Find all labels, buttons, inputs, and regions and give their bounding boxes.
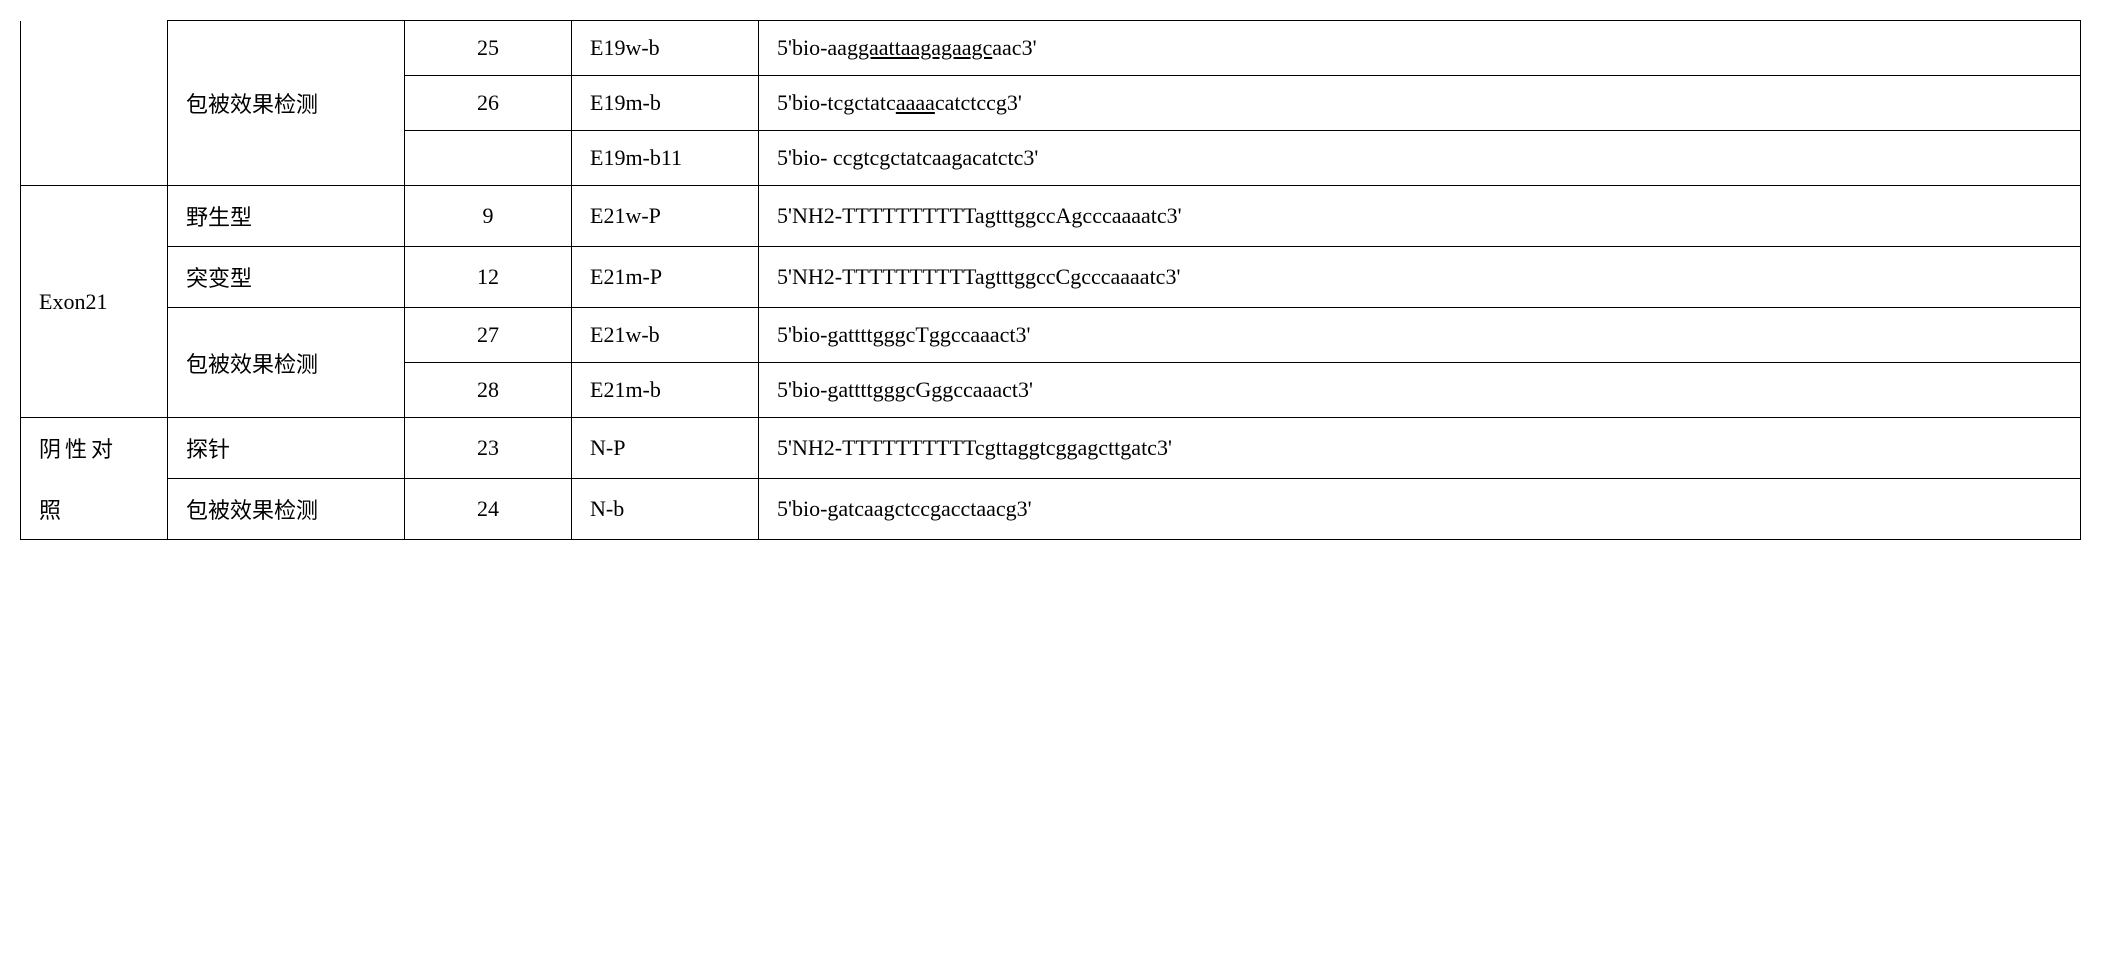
type-cell: 包被效果检测 xyxy=(168,21,405,186)
seq-id-cell xyxy=(405,131,572,186)
cell-text: E21m-b xyxy=(590,377,661,402)
sequence-cell: 5'bio-aaggaattaagagaagcaac3' xyxy=(759,21,2081,76)
seq-ul: aaaa xyxy=(896,90,935,115)
probe-table: 包被效果检测 25 E19w-b 5'bio-aaggaattaagagaagc… xyxy=(20,20,2081,540)
cell-text: 24 xyxy=(477,496,499,521)
cell-text: 28 xyxy=(477,377,499,402)
sequence-cell: 5'bio-tcgctatcaaaacatctccg3' xyxy=(759,76,2081,131)
sequence-cell: 5'NH2-TTTTTTTTTTagtttggccAgcccaaaatc3' xyxy=(759,186,2081,247)
table-row: 包被效果检测 27 E21w-b 5'bio-gattttgggcTggccaa… xyxy=(21,308,2081,363)
probe-name-cell: E19m-b xyxy=(572,76,759,131)
sequence-cell: 5'NH2-TTTTTTTTTTcgttaggtcggagcttgatc3' xyxy=(759,418,2081,479)
cell-text: 包被效果检测 xyxy=(186,352,318,377)
cell-text: E19m-b xyxy=(590,90,661,115)
seq-id-cell: 23 xyxy=(405,418,572,479)
cell-text: Exon21 xyxy=(39,289,107,314)
seq-pre: 5'bio-gatcaagctccgacctaacg3' xyxy=(777,496,1032,521)
cell-text: 25 xyxy=(477,35,499,60)
seq-pre: 5'bio-aa xyxy=(777,35,847,60)
seq-pre: 5'bio-tcgctatc xyxy=(777,90,896,115)
sequence-cell: 5'bio-gattttgggcGggccaaact3' xyxy=(759,363,2081,418)
seq-pre: 5'NH2-TTTTTTTTTTcgttaggtcggagcttgatc3' xyxy=(777,435,1172,460)
seq-post: aac3' xyxy=(992,35,1036,60)
cell-text: 9 xyxy=(483,203,494,228)
seq-pre: 5'NH2-TTTTTTTTTTagtttggccCgcccaaaatc3' xyxy=(777,264,1180,289)
table-row: 突变型 12 E21m-P 5'NH2-TTTTTTTTTTagtttggccC… xyxy=(21,247,2081,308)
seq-pre: 5'bio-gattttgggcGggccaaact3' xyxy=(777,377,1033,402)
cell-text: 23 xyxy=(477,435,499,460)
seq-id-cell: 9 xyxy=(405,186,572,247)
type-cell: 野生型 xyxy=(168,186,405,247)
cell-text: 野生型 xyxy=(186,205,252,230)
seq-id-cell: 28 xyxy=(405,363,572,418)
cell-text: 阴性对 xyxy=(39,437,117,462)
cell-text: E21w-P xyxy=(590,203,661,228)
probe-name-cell: E21w-b xyxy=(572,308,759,363)
cell-text: N-b xyxy=(590,496,624,521)
table-row: 包被效果检测 25 E19w-b 5'bio-aaggaattaagagaagc… xyxy=(21,21,2081,76)
seq-id-cell: 25 xyxy=(405,21,572,76)
group-cell: 阴性对 xyxy=(21,418,168,479)
seq-id-cell: 26 xyxy=(405,76,572,131)
table-row: 阴性对 探针 23 N-P 5'NH2-TTTTTTTTTTcgttaggtcg… xyxy=(21,418,2081,479)
seq-id-cell: 27 xyxy=(405,308,572,363)
probe-name-cell: E21m-P xyxy=(572,247,759,308)
seq-pre: 5'bio-gattttgggcTggccaaact3' xyxy=(777,322,1030,347)
probe-name-cell: E21w-P xyxy=(572,186,759,247)
cell-text: 12 xyxy=(477,264,499,289)
cell-text: 包被效果检测 xyxy=(186,498,318,523)
type-cell: 包被效果检测 xyxy=(168,479,405,540)
cell-text: N-P xyxy=(590,435,625,460)
sequence-cell: 5'bio-gatcaagctccgacctaacg3' xyxy=(759,479,2081,540)
probe-name-cell: N-P xyxy=(572,418,759,479)
seq-pre: 5'bio- ccgtcgctatcaagacatctc3' xyxy=(777,145,1038,170)
cell-text: E19w-b xyxy=(590,35,660,60)
cell-text: E19m-b11 xyxy=(590,145,682,170)
seq-post: catctccg3' xyxy=(935,90,1022,115)
probe-name-cell: N-b xyxy=(572,479,759,540)
probe-name-cell: E19m-b11 xyxy=(572,131,759,186)
type-cell: 探针 xyxy=(168,418,405,479)
cell-text: 突变型 xyxy=(186,266,252,291)
type-cell: 包被效果检测 xyxy=(168,308,405,418)
cell-text: E21m-P xyxy=(590,264,662,289)
table-row: 照 包被效果检测 24 N-b 5'bio-gatcaagctccgacctaa… xyxy=(21,479,2081,540)
group-cell: 照 xyxy=(21,479,168,540)
probe-name-cell: E19w-b xyxy=(572,21,759,76)
group-cell: Exon21 xyxy=(21,186,168,418)
seq-ul: ggaattaagagaagc xyxy=(847,35,992,60)
sequence-cell: 5'bio-gattttgggcTggccaaact3' xyxy=(759,308,2081,363)
sequence-cell: 5'bio- ccgtcgctatcaagacatctc3' xyxy=(759,131,2081,186)
cell-text: 27 xyxy=(477,322,499,347)
sequence-cell: 5'NH2-TTTTTTTTTTagtttggccCgcccaaaatc3' xyxy=(759,247,2081,308)
cell-text: 探针 xyxy=(186,437,230,462)
seq-pre: 5'NH2-TTTTTTTTTTagtttggccAgcccaaaatc3' xyxy=(777,203,1182,228)
cell-text: 包被效果检测 xyxy=(186,92,318,117)
type-cell: 突变型 xyxy=(168,247,405,308)
cell-text: E21w-b xyxy=(590,322,660,347)
table-row: Exon21 野生型 9 E21w-P 5'NH2-TTTTTTTTTTagtt… xyxy=(21,186,2081,247)
probe-name-cell: E21m-b xyxy=(572,363,759,418)
group-cell xyxy=(21,21,168,186)
cell-text: 26 xyxy=(477,90,499,115)
cell-text: 照 xyxy=(39,498,61,523)
seq-id-cell: 24 xyxy=(405,479,572,540)
seq-id-cell: 12 xyxy=(405,247,572,308)
